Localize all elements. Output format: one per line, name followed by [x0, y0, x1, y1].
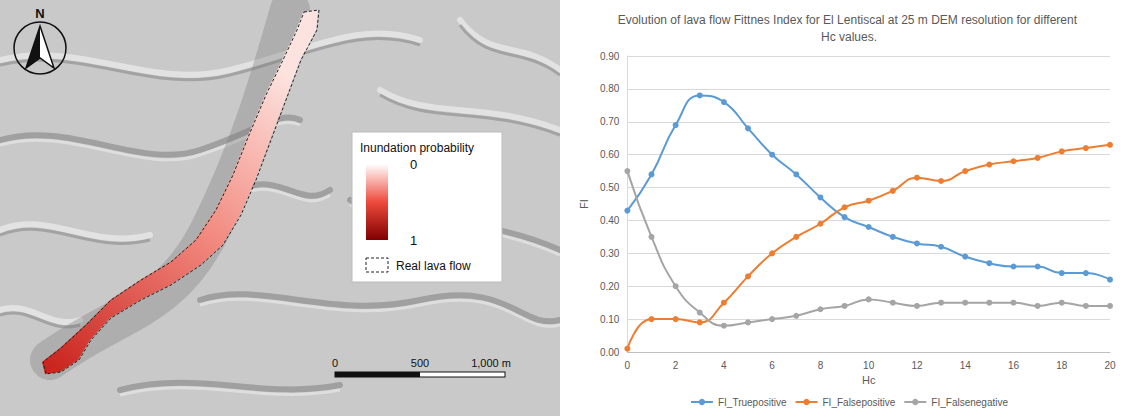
svg-text:10: 10: [863, 360, 875, 371]
svg-text:0.40: 0.40: [600, 215, 620, 226]
svg-text:0.00: 0.00: [600, 347, 620, 358]
svg-text:0: 0: [410, 157, 417, 172]
svg-text:18: 18: [1056, 360, 1068, 371]
svg-text:FI_Falsenegative: FI_Falsenegative: [931, 397, 1008, 408]
svg-text:0.90: 0.90: [600, 51, 620, 62]
svg-text:FI: FI: [578, 199, 590, 209]
svg-text:8: 8: [818, 360, 824, 371]
svg-text:1,000 m: 1,000 m: [471, 357, 511, 369]
svg-text:Real lava flow: Real lava flow: [396, 259, 471, 273]
svg-text:500: 500: [411, 357, 429, 369]
svg-text:0.10: 0.10: [600, 314, 620, 325]
svg-text:N: N: [35, 6, 44, 21]
svg-text:Hc values.: Hc values.: [821, 30, 877, 44]
svg-text:6: 6: [769, 360, 775, 371]
svg-text:Hc: Hc: [862, 374, 876, 386]
svg-text:20: 20: [1104, 360, 1116, 371]
svg-text:2: 2: [673, 360, 679, 371]
svg-text:Evolution of lava flow Fittnes: Evolution of lava flow Fittnes Index for…: [618, 13, 1081, 27]
svg-text:0.20: 0.20: [600, 281, 620, 292]
svg-text:0.60: 0.60: [600, 149, 620, 160]
svg-text:0: 0: [625, 360, 631, 371]
svg-text:FI_Truepositive: FI_Truepositive: [718, 397, 787, 408]
svg-text:12: 12: [911, 360, 923, 371]
svg-text:0.70: 0.70: [600, 116, 620, 127]
svg-text:4: 4: [721, 360, 727, 371]
svg-text:16: 16: [1008, 360, 1020, 371]
svg-text:0.30: 0.30: [600, 248, 620, 259]
svg-text:1: 1: [410, 233, 417, 248]
svg-text:FI_Falsepositive: FI_Falsepositive: [823, 397, 896, 408]
svg-text:0: 0: [332, 357, 338, 369]
svg-text:0.50: 0.50: [600, 182, 620, 193]
svg-text:0.80: 0.80: [600, 83, 620, 94]
svg-text:14: 14: [960, 360, 972, 371]
svg-text:Inundation probability: Inundation probability: [360, 141, 474, 155]
